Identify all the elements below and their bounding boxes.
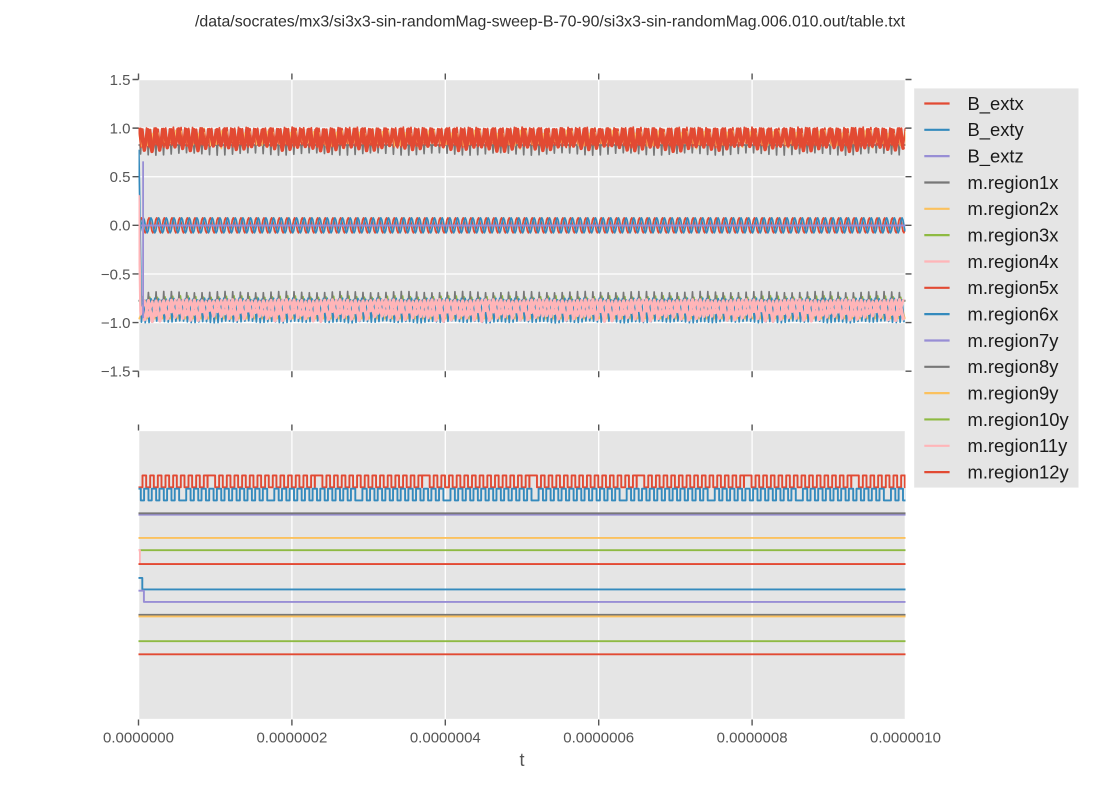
- svg-text:B_extz: B_extz: [968, 145, 1024, 167]
- svg-text:0.0000000: 0.0000000: [103, 730, 174, 747]
- svg-text:0.0000010: 0.0000010: [870, 730, 941, 747]
- svg-text:−1.0: −1.0: [101, 315, 131, 332]
- svg-text:m.region3x: m.region3x: [968, 224, 1059, 245]
- svg-text:0.5: 0.5: [110, 169, 131, 186]
- svg-text:t: t: [519, 750, 524, 770]
- svg-text:m.region9y: m.region9y: [968, 382, 1060, 403]
- svg-text:m.region10y: m.region10y: [968, 409, 1070, 430]
- svg-text:m.region6x: m.region6x: [968, 303, 1059, 324]
- svg-text:0.0000002: 0.0000002: [256, 730, 327, 747]
- svg-text:/data/socrates/mx3/si3x3-sin-r: /data/socrates/mx3/si3x3-sin-randomMag-s…: [195, 14, 906, 31]
- svg-text:1.5: 1.5: [110, 72, 131, 89]
- svg-text:0.0: 0.0: [110, 218, 131, 235]
- svg-text:m.region7y: m.region7y: [968, 330, 1060, 351]
- svg-text:−0.5: −0.5: [101, 266, 131, 283]
- svg-text:B_extx: B_extx: [968, 93, 1024, 115]
- svg-text:−1.5: −1.5: [101, 364, 131, 381]
- svg-text:m.region2x: m.region2x: [968, 198, 1059, 219]
- svg-text:0.0000006: 0.0000006: [563, 730, 634, 747]
- svg-text:0.0000004: 0.0000004: [410, 730, 481, 747]
- svg-text:m.region4x: m.region4x: [968, 251, 1059, 272]
- svg-text:m.region8y: m.region8y: [968, 356, 1060, 377]
- svg-text:m.region12y: m.region12y: [968, 461, 1070, 482]
- svg-text:B_exty: B_exty: [968, 119, 1025, 141]
- svg-text:m.region1x: m.region1x: [968, 172, 1059, 193]
- svg-text:1.0: 1.0: [110, 120, 131, 137]
- svg-text:m.region5x: m.region5x: [968, 277, 1059, 298]
- svg-text:0.0000008: 0.0000008: [717, 730, 788, 747]
- svg-text:m.region11y: m.region11y: [968, 435, 1069, 456]
